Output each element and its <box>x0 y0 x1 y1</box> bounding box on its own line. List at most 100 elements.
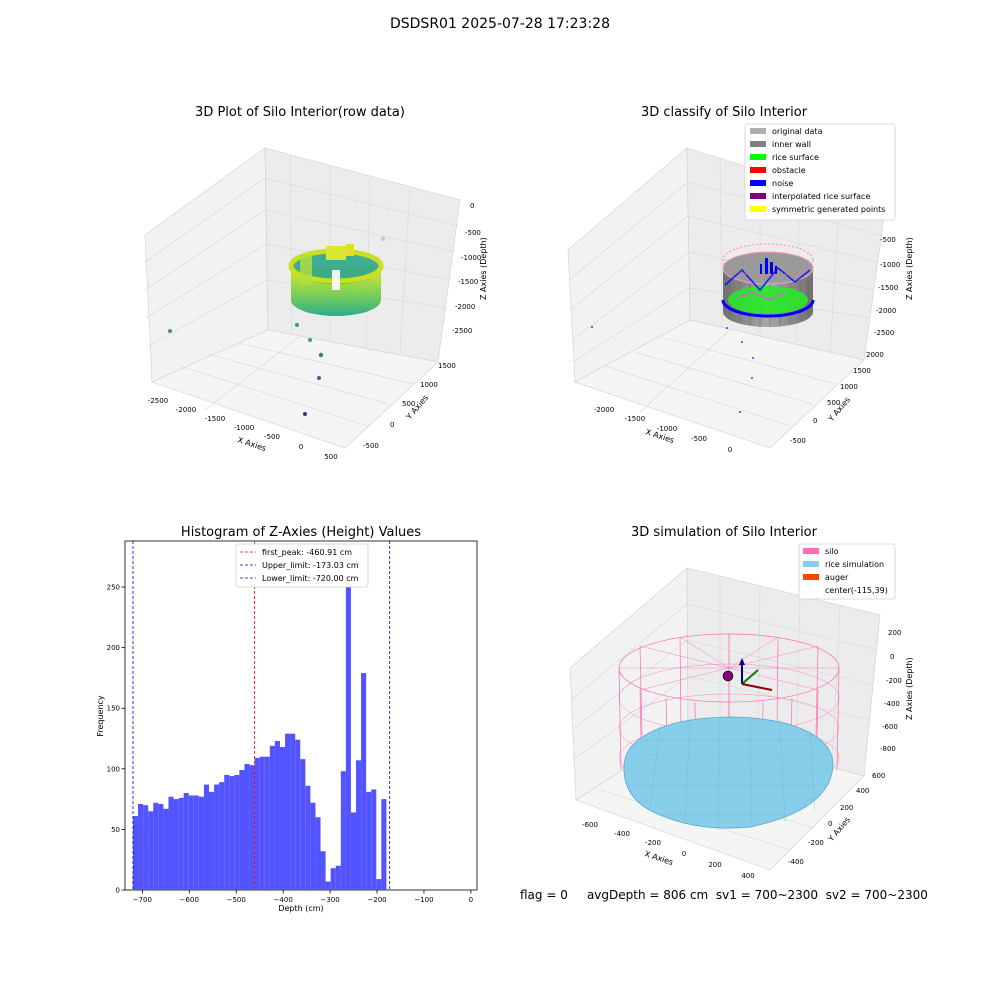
histogram-x-tick-label: 0 <box>469 896 473 904</box>
raw-x-tick: -1500 <box>205 415 225 423</box>
classify-legend: original data inner wall rice surface ob… <box>744 123 896 221</box>
legend-upper-limit: Upper_limit: -173.03 cm <box>262 561 359 570</box>
raw-x-tick: 500 <box>324 453 337 461</box>
histogram-bar <box>290 733 296 890</box>
histogram-bar <box>178 797 184 890</box>
raw-z-tick: -2000 <box>455 303 475 311</box>
legend-silo: silo <box>825 547 839 556</box>
legend-lower-limit: Lower_limit: -720.00 cm <box>262 574 359 583</box>
raw-x-tick: -1000 <box>234 424 254 432</box>
sim-y-tick: -200 <box>808 839 824 847</box>
histogram-x-tick-label: −500 <box>227 896 246 904</box>
legend-rice-surface: rice surface <box>772 153 819 162</box>
simulation-legend: silo rice simulation auger center(-115,3… <box>798 543 896 600</box>
sim-y-tick: 200 <box>840 804 853 812</box>
histogram-y-label: Frequency <box>96 695 105 737</box>
sim-y-tick: -400 <box>788 858 804 866</box>
histogram-y-tick-label: 50 <box>111 826 120 834</box>
histogram-bar <box>376 879 382 890</box>
panel-histogram: Histogram of Z-Axies (Height) Values −70… <box>96 525 478 913</box>
classify-z-tick: -500 <box>880 236 896 244</box>
legend-inner-wall: inner wall <box>772 140 811 149</box>
histogram-bar <box>356 760 362 890</box>
panel-classify-3d: 3D classify of Silo Interior <box>567 105 914 454</box>
sim-x-tick: 400 <box>741 872 754 880</box>
histogram-bar <box>320 851 326 890</box>
raw-y-tick: 1500 <box>438 362 456 370</box>
classify-z-tick: -1500 <box>878 284 898 292</box>
histogram-bar <box>138 803 144 890</box>
raw-y-tick: 0 <box>390 421 394 429</box>
sim-z-tick: -800 <box>880 745 896 753</box>
histogram-bar <box>234 774 240 890</box>
classify-y-tick: 1500 <box>853 367 871 375</box>
histogram-bar <box>259 756 265 890</box>
sim-y-tick: 600 <box>872 772 885 780</box>
raw-z-tick: -500 <box>465 229 481 237</box>
raw-x-tick: 0 <box>299 443 303 451</box>
histogram-bar <box>350 812 357 890</box>
histogram-bar <box>330 868 336 890</box>
histogram-bar <box>214 784 220 890</box>
legend-symmetric: symmetric generated points <box>772 205 885 214</box>
histogram-bar <box>143 805 149 890</box>
sim-y-tick: 0 <box>828 820 832 828</box>
histogram-legend: first_peak: -460.91 cm Upper_limit: -173… <box>235 543 369 588</box>
histogram-bar <box>300 759 306 890</box>
histogram-bar <box>193 795 199 890</box>
legend-interpolated: interpolated rice surface <box>772 192 870 201</box>
classify-x-tick: -1500 <box>625 415 645 423</box>
histogram-bar <box>219 782 225 890</box>
raw-x-tick: -500 <box>264 433 280 441</box>
histogram-bar <box>325 881 331 890</box>
sim-z-label: Z Axies (Depth) <box>905 657 914 720</box>
raw-y-tick: 1000 <box>420 381 438 389</box>
classify-z-tick: -2000 <box>876 307 896 315</box>
sv2-text: sv2 = 700~2300 <box>825 888 928 902</box>
legend-obstacle: obstacle <box>772 166 806 175</box>
classify-x-tick: 0 <box>728 446 732 454</box>
raw-x-tick: -2500 <box>148 397 168 405</box>
raw-z-tick: 0 <box>470 202 474 210</box>
histogram-bar <box>285 733 291 890</box>
panel-raw-3d: 3D Plot of Silo Interior(row data) <box>144 105 488 461</box>
raw-z-tick: -1500 <box>458 278 478 286</box>
histogram-y-tick-label: 200 <box>107 644 120 652</box>
classify-y-tick: -500 <box>790 437 806 445</box>
panel-simulation-3d: 3D simulation of Silo Interior <box>569 525 914 880</box>
sim-z-tick: -600 <box>882 723 898 731</box>
avg-depth-text: avgDepth = 806 cm <box>586 888 709 902</box>
histogram-bar <box>345 557 351 890</box>
sim-x-tick: -400 <box>614 830 630 838</box>
legend-noise: noise <box>772 179 793 188</box>
sim-y-tick: 400 <box>856 787 869 795</box>
histogram-bar <box>198 796 204 890</box>
sim-z-tick: 200 <box>888 629 901 637</box>
status-footer: flag = 0 avgDepth = 806 cm sv1 = 700~230… <box>520 888 928 902</box>
simulation-3d-title: 3D simulation of Silo Interior <box>631 525 818 540</box>
histogram-bar <box>239 770 245 890</box>
legend-rice-simulation: rice simulation <box>825 560 884 569</box>
sim-x-tick: 200 <box>708 861 721 869</box>
sim-x-label: X Axies <box>643 849 674 867</box>
raw-z-label: Z Axies (Depth) <box>479 237 488 300</box>
classify-y-tick: 1000 <box>840 383 858 391</box>
sim-x-tick: 0 <box>682 850 686 858</box>
histogram-y-ticks: 0 50 100 150 200 250 <box>107 584 125 895</box>
sim-z-tick: -200 <box>886 677 902 685</box>
histogram-bar <box>173 799 179 890</box>
histogram-y-tick-label: 100 <box>107 765 120 773</box>
raw-x-tick: -2000 <box>176 406 196 414</box>
raw-3d-title: 3D Plot of Silo Interior(row data) <box>195 105 405 120</box>
legend-auger: auger <box>825 573 849 582</box>
histogram-bar <box>335 865 341 890</box>
raw-z-tick: -1000 <box>461 254 481 262</box>
histogram-x-tick-label: −300 <box>320 896 339 904</box>
classify-z-tick: -2500 <box>874 329 894 337</box>
raw-z-tick: -2500 <box>452 327 472 335</box>
legend-center: center(-115,39) <box>825 586 888 595</box>
histogram-y-tick-label: 150 <box>107 705 120 713</box>
histogram-x-tick-label: −200 <box>367 896 386 904</box>
histogram-x-tick-label: −100 <box>414 896 433 904</box>
